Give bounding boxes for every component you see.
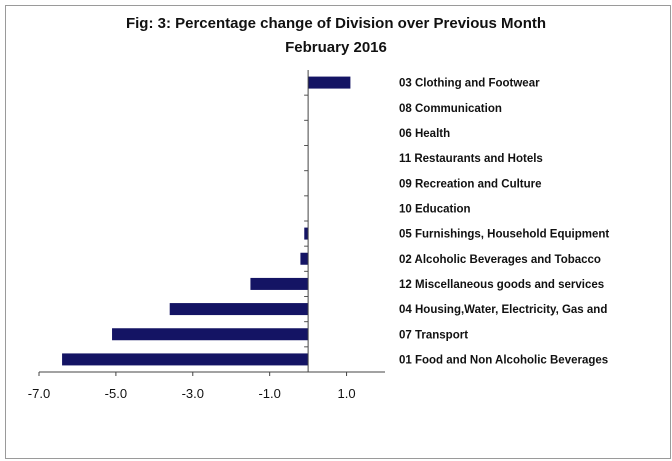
x-tick-label: -3.0 bbox=[182, 386, 204, 401]
category-label: 01 Food and Non Alcoholic Beverages bbox=[399, 354, 608, 366]
bar bbox=[112, 328, 309, 341]
bar bbox=[62, 353, 309, 366]
category-label: 11 Restaurants and Hotels bbox=[399, 153, 543, 165]
category-label: 07 Transport bbox=[399, 329, 468, 341]
x-tick-label: 1.0 bbox=[338, 386, 356, 401]
x-tick-label: -7.0 bbox=[28, 386, 50, 401]
category-label: 06 Health bbox=[399, 128, 450, 140]
bar bbox=[304, 227, 309, 240]
category-label: 09 Recreation and Culture bbox=[399, 178, 542, 190]
bar bbox=[300, 252, 309, 265]
category-label: 05 Furnishings, Household Equipment bbox=[399, 229, 609, 241]
x-tick-label: -1.0 bbox=[258, 386, 280, 401]
bar bbox=[250, 277, 309, 290]
x-tick-label: -5.0 bbox=[105, 386, 127, 401]
category-label: 02 Alcoholic Beverages and Tobacco bbox=[399, 254, 601, 266]
category-label: 12 Miscellaneous goods and services bbox=[399, 279, 604, 291]
category-label: 04 Housing,Water, Electricity, Gas and bbox=[399, 304, 607, 316]
bar bbox=[169, 303, 309, 316]
category-label: 08 Communication bbox=[399, 103, 502, 115]
category-label: 10 Education bbox=[399, 203, 471, 215]
category-label: 03 Clothing and Footwear bbox=[399, 78, 540, 90]
chart-subtitle: February 2016 bbox=[285, 39, 387, 56]
chart-title: Fig: 3: Percentage change of Division ov… bbox=[125, 15, 547, 32]
bar bbox=[308, 76, 351, 89]
